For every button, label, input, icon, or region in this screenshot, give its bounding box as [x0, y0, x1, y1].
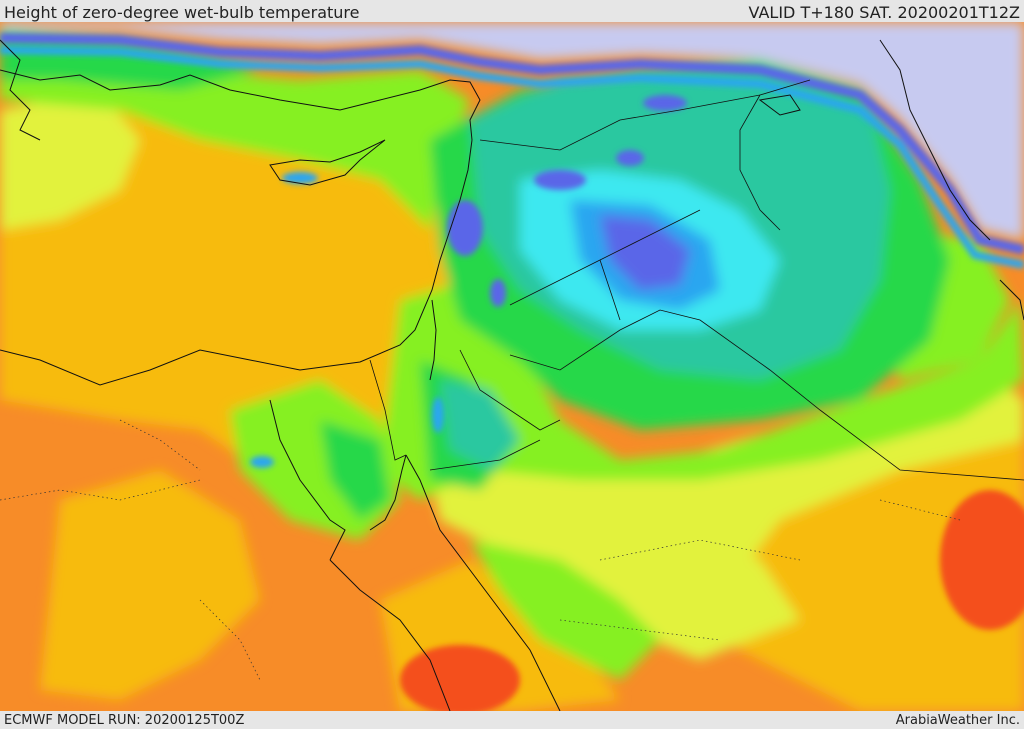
borders: [369, 79, 1024, 481]
coast-red-sea-e: [405, 454, 561, 711]
field-amber-sw: [40, 470, 260, 700]
coast-gulf: [999, 279, 1024, 321]
border-iraq-iran: [739, 94, 781, 231]
field-yellow-arabia: [540, 520, 800, 660]
coast-dead-sea: [429, 299, 437, 381]
blob-cyprus: [282, 172, 318, 184]
border-sinai: [369, 359, 407, 461]
field-green-sinai: [320, 420, 390, 520]
valid-time: VALID T+180 SAT. 20200201T12Z: [748, 3, 1020, 22]
province-5: [879, 499, 961, 521]
coast-egypt: [0, 339, 406, 386]
blob-jordan: [432, 397, 444, 433]
coast-gulf-suez: [269, 399, 346, 561]
field-lime-north: [0, 50, 470, 230]
coast-levant: [404, 139, 473, 341]
border-syria-iraq: [479, 79, 811, 151]
coast-cyprus: [269, 139, 386, 186]
border-saudi-jordan-s: [429, 439, 541, 471]
field-fringes: [0, 33, 1024, 711]
border-jordan-iraq: [599, 259, 621, 321]
blob-iraq-2: [616, 150, 644, 166]
coastlines: [0, 39, 1024, 711]
coast-caspian: [879, 39, 991, 241]
blob-saudi-sw: [940, 490, 1024, 630]
blob-egypt: [250, 456, 274, 468]
coast-aegean: [0, 39, 41, 141]
fringe-north-inner: [0, 46, 1024, 269]
blob-iraq: [534, 170, 586, 190]
blob-red-sea: [400, 645, 520, 711]
coast-lake-van: [758, 94, 801, 116]
map-title: Height of zero-degree wet-bulb temperatu…: [4, 3, 360, 22]
zero-wetbulb-field: [0, 22, 1024, 711]
field-green-north-coast: [0, 30, 260, 90]
map-footer: ECMWF MODEL RUN: 20200125T00Z ArabiaWeat…: [0, 711, 1024, 729]
blob-turkey: [643, 95, 687, 111]
field-yellow-west: [0, 90, 140, 230]
field-lime-arabia: [470, 540, 660, 680]
coast-red-sea-w: [329, 559, 451, 711]
coast-gulf-aqaba: [369, 454, 407, 531]
border-jordan-w: [459, 349, 561, 431]
field-teal-jordan: [440, 380, 520, 470]
model-run: ECMWF MODEL RUN: 20200125T00Z: [4, 713, 245, 728]
blob-lebanon: [447, 200, 483, 256]
province-6: [199, 599, 261, 681]
field-lowest-north: [0, 22, 1024, 240]
weather-map: [0, 22, 1024, 711]
field-indigo: [600, 215, 690, 290]
province-1: [0, 479, 201, 501]
border-jordan-saudi: [509, 309, 1024, 481]
fringe-north: [0, 33, 1024, 255]
field-lime-levant: [380, 280, 1024, 500]
credit-label: ArabiaWeather Inc.: [895, 713, 1020, 728]
coast-turkey: [0, 69, 481, 141]
province-2: [119, 419, 201, 471]
blob-palestine: [490, 279, 506, 307]
province-lines: [0, 419, 961, 681]
map-header: Height of zero-degree wet-bulb temperatu…: [0, 0, 1024, 22]
